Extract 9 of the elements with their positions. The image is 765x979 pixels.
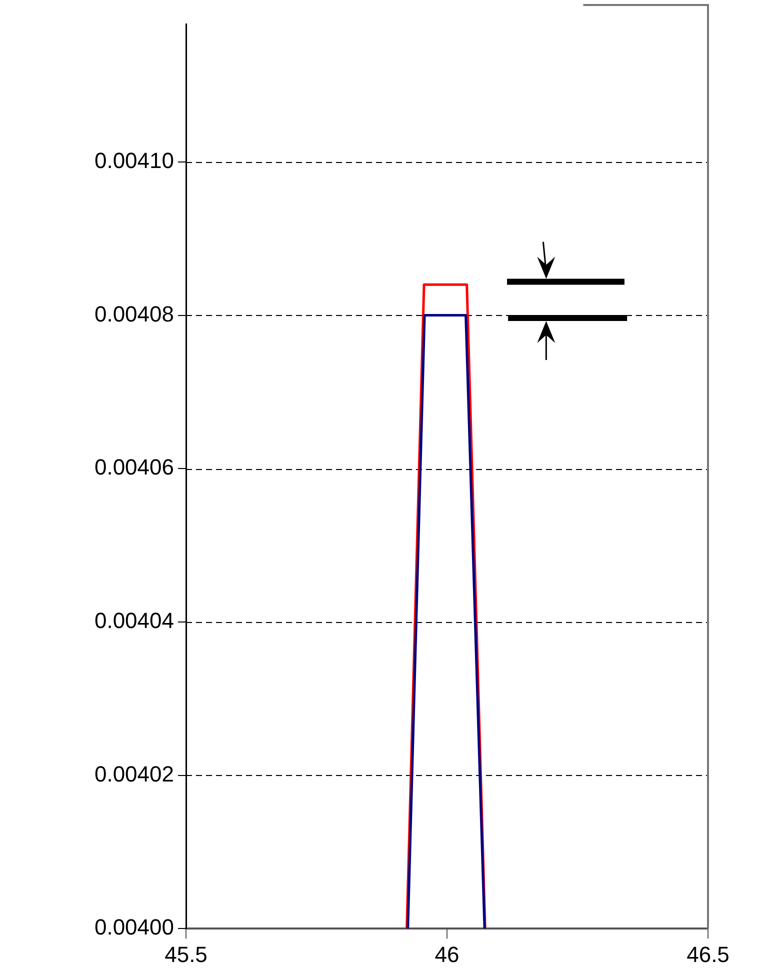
y-tick-label: 0.00406 [94,454,174,480]
x-tick-label: 45.5 [164,942,208,967]
x-tick-label: 46 [434,942,460,967]
y-tick-label: 0.00408 [94,301,174,326]
x-tick-label: 46.5 [686,942,730,967]
y-tick-label: 0.00410 [94,148,174,174]
y-tick-label: 0.00400 [94,914,174,940]
y-tick-label: 0.00404 [94,608,174,634]
y-tick-label: 0.00402 [94,761,174,786]
